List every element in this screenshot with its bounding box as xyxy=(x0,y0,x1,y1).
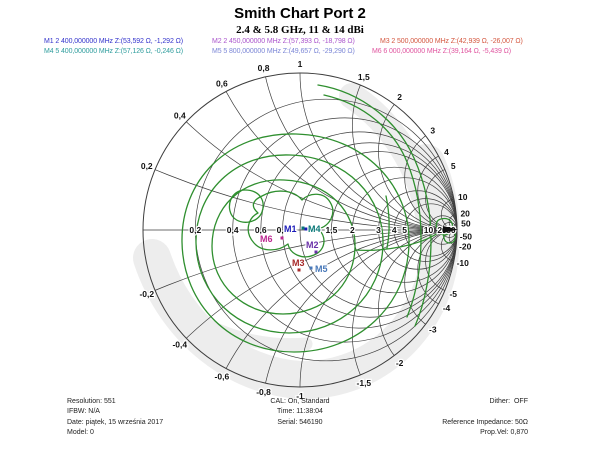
marker-readout-m1: M1 2 400,000000 MHz Z:(53,592 Ω, -1,292 … xyxy=(44,38,183,45)
page-title: Smith Chart Port 2 xyxy=(234,5,366,22)
svg-text:M4: M4 xyxy=(308,224,321,234)
svg-text:M3: M3 xyxy=(292,258,305,268)
svg-text:1: 1 xyxy=(298,59,303,69)
svg-text:5: 5 xyxy=(402,225,407,235)
svg-text:1,5: 1,5 xyxy=(358,72,370,82)
marker-readout-m4: M4 5 400,000000 MHz Z:(57,126 Ω, -0,246 … xyxy=(44,48,183,55)
svg-text:M2: M2 xyxy=(306,240,319,250)
footer-ref-impedance: Reference Impedance: 50Ω xyxy=(442,418,528,426)
svg-text:4: 4 xyxy=(444,147,449,157)
footer-right-column: Dither: OFF Reference Impedance: 50Ω Pro… xyxy=(442,397,528,439)
svg-text:-0,4: -0,4 xyxy=(172,339,187,349)
svg-text:-0,2: -0,2 xyxy=(139,289,154,299)
chart-subtitle: 2.4 & 5.8 GHz, 11 & 14 dBi xyxy=(236,24,364,36)
svg-text:50: 50 xyxy=(461,218,471,228)
svg-text:0,6: 0,6 xyxy=(216,79,228,89)
svg-text:0,6: 0,6 xyxy=(255,225,267,235)
footer-resolution: Resolution: 551 xyxy=(67,398,116,405)
svg-text:-0,6: -0,6 xyxy=(215,371,230,381)
svg-text:M6: M6 xyxy=(260,234,273,244)
svg-text:0,8: 0,8 xyxy=(258,63,270,73)
svg-text:-50: -50 xyxy=(460,232,473,242)
marker-readout-m6: M6 6 000,000000 MHz Z:(39,164 Ω, -5,439 … xyxy=(372,48,511,55)
svg-text:1,5: 1,5 xyxy=(325,225,337,235)
svg-text:0,8: 0,8 xyxy=(277,225,289,235)
svg-text:0,2: 0,2 xyxy=(189,225,201,235)
svg-text:2: 2 xyxy=(397,92,402,102)
footer-dither: Dither: OFF xyxy=(489,398,528,405)
footer-model: Model: 0 xyxy=(67,429,94,437)
svg-text:-4: -4 xyxy=(443,303,451,313)
svg-text:3: 3 xyxy=(376,225,381,235)
svg-text:10: 10 xyxy=(458,192,468,202)
svg-text:3: 3 xyxy=(430,125,435,135)
svg-text:0,4: 0,4 xyxy=(174,111,186,121)
svg-text:20: 20 xyxy=(460,208,470,218)
svg-text:2: 2 xyxy=(350,225,355,235)
footer-serial: Serial: 546190 xyxy=(277,418,323,426)
svg-text:10: 10 xyxy=(424,225,434,235)
footer-spacer xyxy=(442,407,528,417)
marker-readout-m5: M5 5 800,000000 MHz Z:(49,657 Ω, -29,290… xyxy=(212,48,355,55)
svg-text:M5: M5 xyxy=(315,264,328,274)
footer-time: Time: 11:38:04 xyxy=(277,408,323,416)
footer-ifbw: IFBW: N/A xyxy=(67,408,100,416)
svg-text:-1,5: -1,5 xyxy=(357,378,372,388)
svg-text:-5: -5 xyxy=(449,289,457,299)
svg-text:0,2: 0,2 xyxy=(141,161,153,171)
svg-text:-3: -3 xyxy=(429,325,437,335)
svg-text:5: 5 xyxy=(451,161,456,171)
footer-prop-vel: Prop.Vel: 0,870 xyxy=(480,429,528,437)
marker-readout-m3: M3 2 500,000000 MHz Z:(42,939 Ω, -26,007… xyxy=(380,38,523,45)
svg-text:M1: M1 xyxy=(284,224,297,234)
svg-text:-20: -20 xyxy=(459,242,472,252)
svg-text:4: 4 xyxy=(392,225,397,235)
marker-readout-m2: M2 2 450,000000 MHz Z:(57,393 Ω, -18,798… xyxy=(212,38,355,45)
svg-text:-2: -2 xyxy=(396,358,404,368)
footer-cal: CAL: On, Standard xyxy=(270,398,330,405)
svg-text:-0,8: -0,8 xyxy=(256,387,271,397)
svg-text:-1: -1 xyxy=(296,391,304,401)
svg-text:-10: -10 xyxy=(457,258,470,268)
footer-center-column: CAL: On, Standard Time: 11:38:04 Serial:… xyxy=(0,397,600,428)
svg-text:0,4: 0,4 xyxy=(227,225,239,235)
footer-left-column: Resolution: 551 IFBW: N/A Date: piątek, … xyxy=(67,397,163,439)
footer-date: Date: piątek, 15 września 2017 xyxy=(67,418,164,426)
